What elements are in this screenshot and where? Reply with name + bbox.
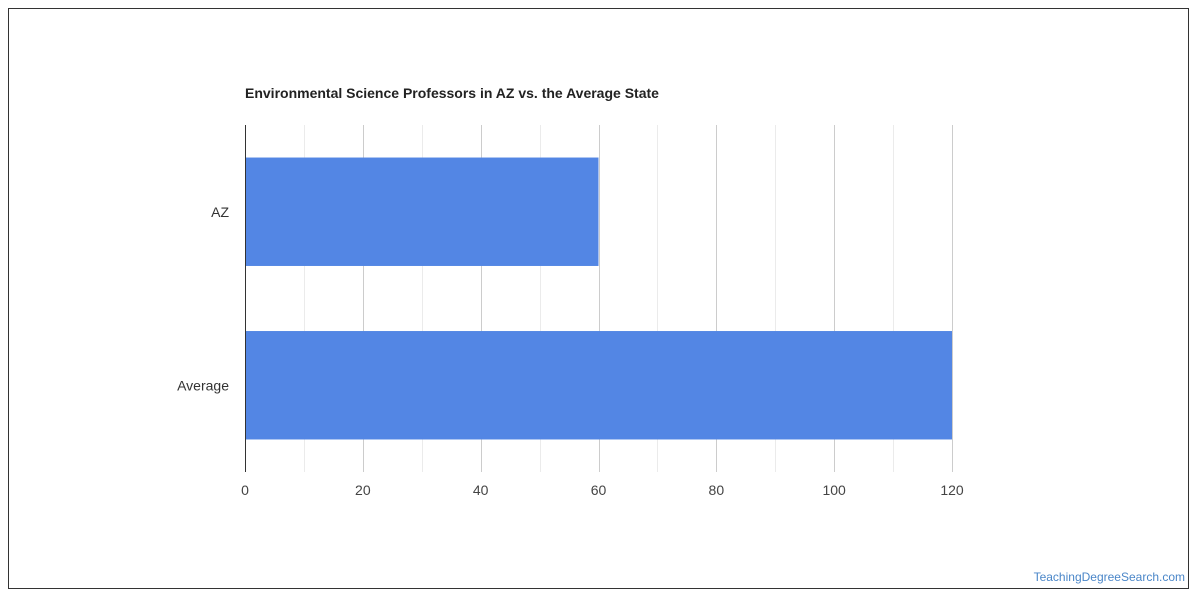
- x-tick-label: 60: [591, 482, 607, 498]
- chart-title: Environmental Science Professors in AZ v…: [245, 85, 659, 101]
- watermark-text: TeachingDegreeSearch.com: [1033, 570, 1185, 584]
- chart-frame: [8, 8, 1189, 589]
- x-tick-label: 40: [473, 482, 489, 498]
- category-label: Average: [177, 377, 229, 393]
- bar-average: [245, 331, 952, 440]
- x-tick-label: 80: [709, 482, 725, 498]
- category-label: AZ: [211, 204, 229, 220]
- x-tick-label: 120: [940, 482, 964, 498]
- bar-az: [245, 157, 599, 266]
- x-tick-label: 100: [822, 482, 846, 498]
- x-tick-label: 20: [355, 482, 371, 498]
- x-tick-label: 0: [241, 482, 249, 498]
